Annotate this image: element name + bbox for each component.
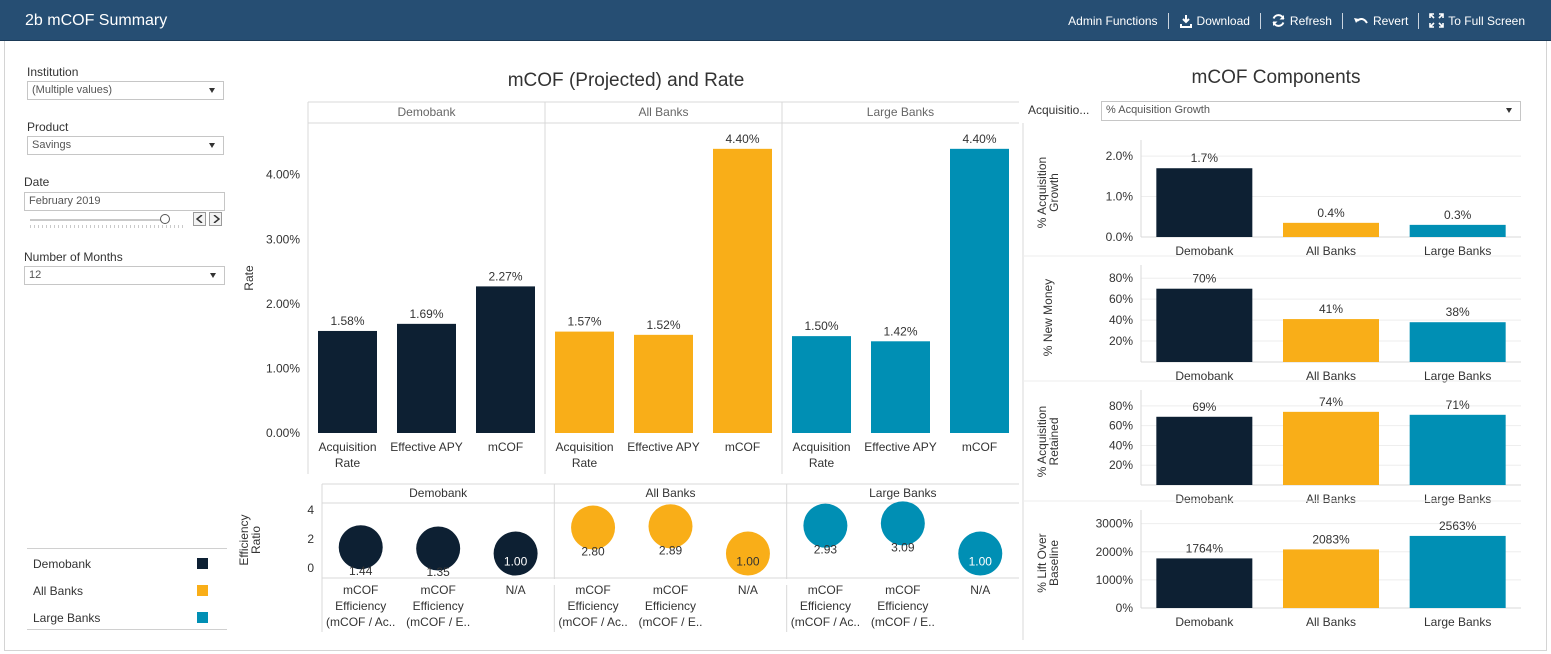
product-label: Product (27, 120, 69, 134)
full-screen-icon (1429, 13, 1445, 28)
toolbar: Admin Functions Download Refresh Revert … (1058, 0, 1535, 41)
download-label: Download (1196, 13, 1250, 28)
legend-swatch-large-banks (197, 612, 208, 623)
component-selector-label: Acquisitio... (1028, 103, 1090, 117)
date-previous-button[interactable] (193, 212, 206, 226)
date-slider-track[interactable] (30, 219, 166, 221)
refresh-label: Refresh (1289, 13, 1332, 28)
top-bar: 2b mCOF Summary Admin Functions Download… (0, 0, 1551, 41)
date-slider-ticks (30, 225, 186, 228)
main-chart-title: mCOF (Projected) and Rate (507, 70, 745, 91)
institution-label: Institution (27, 65, 79, 79)
revert-label: Revert (1372, 13, 1409, 28)
chevron-down-icon (1506, 108, 1512, 113)
legend-label-demobank: Demobank (33, 557, 92, 571)
refresh-icon (1272, 14, 1285, 27)
months-dropdown[interactable]: 12 (24, 266, 225, 285)
chevron-down-icon (209, 143, 215, 148)
chevron-down-icon (210, 273, 216, 278)
date-slider-handle[interactable] (160, 214, 170, 224)
revert-icon (1353, 17, 1368, 24)
product-dropdown[interactable]: Savings (27, 136, 224, 155)
legend-label-large-banks: Large Banks (33, 611, 101, 625)
full-screen-button[interactable]: To Full Screen (1418, 12, 1535, 29)
legend-swatch-demobank (197, 558, 208, 569)
date-input[interactable]: February 2019 (24, 192, 225, 211)
legend-swatch-all-banks (197, 585, 208, 596)
download-button[interactable]: Download (1167, 12, 1260, 29)
chevron-down-icon (209, 88, 215, 93)
content-frame (4, 41, 1547, 651)
legend-label-all-banks: All Banks (33, 584, 84, 598)
date-next-button[interactable] (209, 212, 222, 226)
refresh-button[interactable]: Refresh (1259, 12, 1342, 29)
chevron-left-icon (196, 215, 203, 223)
institution-value: (Multiple values) (32, 84, 113, 96)
product-value: Savings (32, 139, 72, 151)
admin-functions-label: Admin Functions (1068, 13, 1158, 28)
admin-functions-button[interactable]: Admin Functions (1058, 13, 1167, 29)
legend: Demobank All Banks Large Banks (27, 548, 227, 630)
component-selector-value: % Acquisition Growth (1106, 104, 1210, 116)
institution-dropdown[interactable]: (Multiple values) (27, 81, 224, 100)
download-icon (1179, 14, 1192, 28)
components-title: mCOF Components (1191, 67, 1361, 88)
revert-button[interactable]: Revert (1341, 12, 1418, 29)
component-selector-dropdown[interactable]: % Acquisition Growth (1101, 101, 1521, 121)
months-value: 12 (29, 269, 42, 281)
app-title: 2b mCOF Summary (25, 12, 168, 29)
months-label: Number of Months (24, 250, 123, 264)
date-value: February 2019 (29, 195, 101, 207)
chevron-right-icon (213, 215, 220, 223)
date-label: Date (24, 175, 50, 189)
full-screen-label: To Full Screen (1448, 13, 1525, 28)
